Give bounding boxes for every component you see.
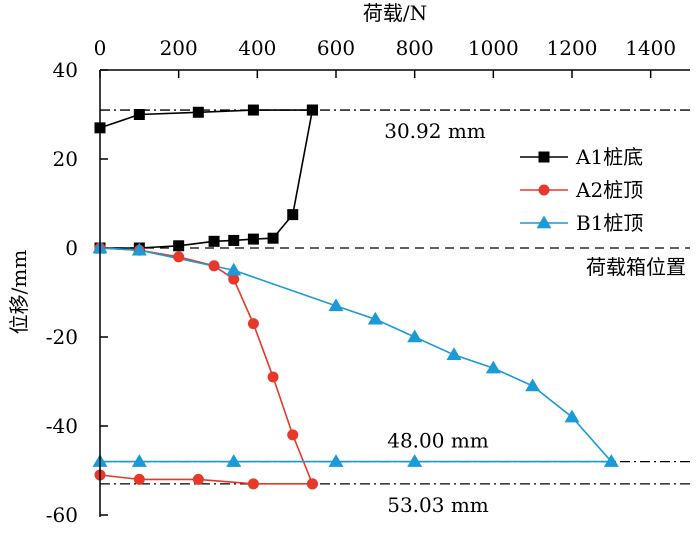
data-point-marker (328, 298, 344, 312)
data-point-marker (267, 371, 279, 383)
data-point-marker (287, 429, 299, 441)
y-tick-label: 20 (53, 147, 78, 171)
x-ticks: 0 200 400 600 800 1000 1200 1400 (94, 36, 676, 78)
data-point-marker (247, 104, 259, 116)
data-point-marker (446, 347, 462, 361)
reference-line-label: 荷载箱位置 (586, 255, 686, 279)
data-point-marker (133, 473, 145, 485)
series-line (99, 109, 314, 249)
data-point-marker (226, 454, 242, 467)
reference-lines: 30.92 mm 48.00 mm 53.03 mm 荷载箱位置 (100, 109, 690, 517)
x-tick-label: 400 (238, 36, 276, 60)
x-tick-label: 1200 (547, 36, 598, 60)
x-tick-label: 800 (396, 36, 434, 60)
data-point-marker (192, 473, 204, 485)
x-tick-label: 0 (94, 36, 107, 60)
data-point-marker (328, 454, 344, 467)
data-point-marker (407, 454, 423, 467)
y-tick-label: -20 (46, 325, 78, 349)
x-tick-label: 200 (160, 36, 198, 60)
data-point-marker (407, 329, 423, 343)
data-point-marker (287, 209, 299, 221)
data-point-marker (131, 454, 147, 467)
series-line (99, 247, 314, 485)
data-point-marker (226, 262, 242, 276)
data-point-marker (247, 233, 259, 245)
x-tick-label: 600 (317, 36, 355, 60)
data-point-marker (485, 360, 501, 374)
data-point-marker (208, 235, 220, 247)
data-point-marker (133, 109, 145, 120)
y-axis-label: 位移/mm (7, 250, 31, 335)
y-tick-label: -60 (46, 503, 78, 527)
data-point-marker (192, 106, 204, 118)
data-point-marker (367, 311, 383, 325)
y-tick-label: -40 (46, 414, 78, 438)
data-point-marker (525, 378, 541, 392)
data-point-marker (247, 318, 259, 330)
x-tick-label: 1000 (468, 36, 519, 60)
data-point-marker (173, 240, 185, 252)
data-point-marker (564, 409, 580, 423)
y-tick-label: 0 (65, 236, 78, 260)
data-point-marker (536, 215, 552, 229)
series-line (99, 247, 614, 463)
data-point-marker (603, 454, 619, 467)
data-point-marker (306, 104, 318, 116)
reference-line-label: 48.00 mm (387, 429, 489, 453)
plot-series (92, 104, 619, 490)
x-tick-label: 1400 (625, 36, 676, 60)
data-point-marker (131, 242, 147, 256)
legend-label: A2桩顶 (575, 178, 643, 202)
legend-label: A1桩底 (575, 145, 643, 169)
reference-line-label: 53.03 mm (387, 493, 489, 517)
y-tick-label: 40 (53, 58, 78, 82)
data-point-marker (306, 478, 318, 490)
data-point-marker (228, 273, 240, 285)
reference-line-label: 30.92 mm (384, 119, 486, 143)
data-point-marker (538, 184, 550, 196)
data-point-marker (267, 232, 279, 244)
data-point-marker (538, 151, 550, 163)
data-point-marker (173, 251, 185, 263)
legend: A1桩底 A2桩顶 B1桩顶 (520, 145, 643, 235)
x-axis-label: 荷载/N (363, 1, 427, 25)
data-point-marker (228, 234, 240, 246)
legend-label: B1桩顶 (576, 211, 643, 235)
data-point-marker (208, 260, 220, 272)
data-point-marker (247, 478, 259, 490)
